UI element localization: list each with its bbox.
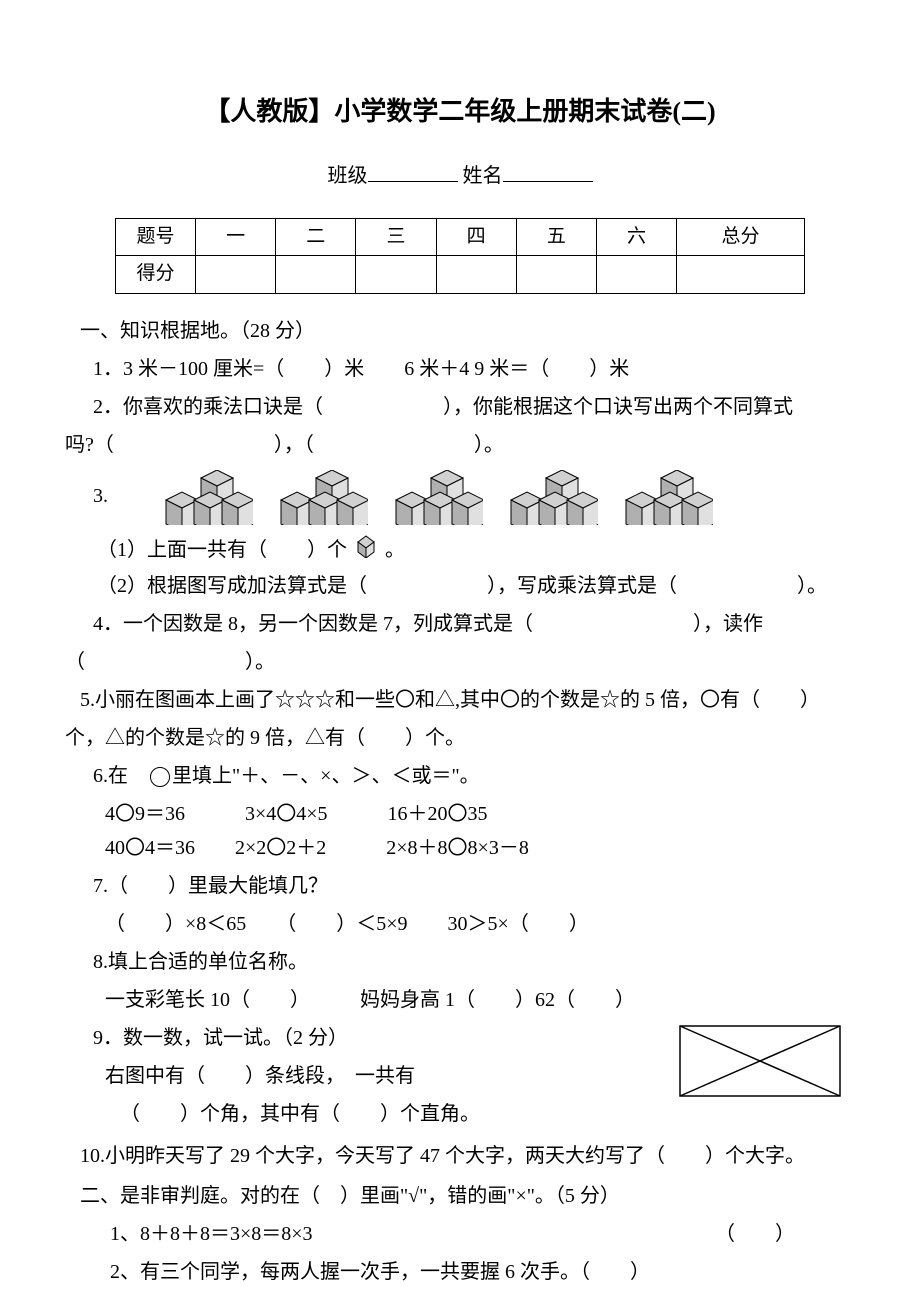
cubes-icon [388,470,483,525]
question-9: 9．数一数，试一试。（2 分） 右图中有（ ）条线段， 一共有 （ ）个角，其中… [65,1017,845,1135]
judge-paren: （ ） [715,1217,765,1251]
name-label: 姓名 [463,165,503,187]
question-5b: 个，△的个数是☆的 9 倍，△有（ ）个。 [65,721,845,755]
q9-shape [675,1021,845,1135]
question-3: 3. [93,466,845,529]
page-title: 【人教版】小学数学二年级上册期末试卷(二) [75,90,845,134]
circle-icon [150,767,170,787]
q9-header: 9．数一数，试一试。（2 分） [93,1021,615,1055]
table-row: 题号 一 二 三 四 五 六 总分 [116,219,805,256]
judge-q1: 1、8＋8＋8＝3×8＝8×3 （ ） [110,1217,845,1251]
question-4b: （ ）。 [65,645,845,679]
rectangle-x-icon [675,1021,845,1101]
q9-line2: （ ）个角，其中有（ ）个直角。 [120,1097,615,1131]
score-cell [596,256,676,293]
q7-line: （ ）×8＜65 （ ）＜5×9 30＞5×（ ） [105,907,845,941]
col-header: 六 [596,219,676,256]
question-4a: 4．一个因数是 8，另一个因数是 7，列成算式是（ ），读作 [93,607,845,641]
question-8: 8.填上合适的单位名称。 [93,945,845,979]
question-2a: 2．你喜欢的乘法口诀是（ ），你能根据这个口诀写出两个不同算式 [93,390,845,424]
class-blank [368,162,458,182]
section-1: 一、知识根据地。（28 分） 1．3 米－100 厘米=（ ）米 6 米＋4 9… [65,314,845,1173]
question-6: 6.在 里填上"＋、－、×、＞、＜或＝"。 [93,759,845,793]
col-header: 四 [436,219,516,256]
name-blank [503,162,593,182]
section-header: 一、知识根据地。（28 分） [80,314,845,348]
class-label: 班级 [328,165,368,187]
section-2: 二、是非审判庭。对的在（ ）里画"√"，错的画"×"。（5 分） 1、8＋8＋8… [65,1179,845,1289]
row-label: 题号 [116,219,196,256]
cube-group [158,470,253,525]
question-3-2: （2）根据图写成加法算式是（ ），写成乘法算式是（ ）。 [97,569,845,603]
col-header: 一 [196,219,276,256]
cube-group [273,470,368,525]
question-7: 7.（ ）里最大能填几？ [93,869,845,903]
question-1: 1．3 米－100 厘米=（ ）米 6 米＋4 9 米＝（ ）米 [93,352,845,386]
score-cell [276,256,356,293]
q9-line1: 右图中有（ ）条线段， 一共有 [105,1059,615,1093]
cube-group [503,470,598,525]
table-row: 得分 [116,256,805,293]
question-3-1: （1）上面一共有（ ）个 。 [97,533,845,569]
q8-line: 一支彩笔长 10（ ） 妈妈身高 1（ ）62（ ） [105,983,845,1017]
row-label: 得分 [116,256,196,293]
question-10: 10.小明昨天写了 29 个大字，今天写了 47 个大字，两天大约写了（ ）个大… [80,1139,845,1173]
col-header: 二 [276,219,356,256]
small-cube-icon [354,534,378,569]
cube-group [618,470,713,525]
score-cell [196,256,276,293]
cube-group [388,470,483,525]
q6-line1: 4〇9＝36 3×4〇4×5 16＋20〇35 [105,797,845,831]
question-5a: 5.小丽在图画本上画了☆☆☆和一些〇和△,其中〇的个数是☆的 5 倍，〇有（ ） [80,683,845,717]
score-cell [436,256,516,293]
judge-q2: 2、有三个同学，每两人握一次手，一共要握 6 次手。（ ） [110,1255,845,1289]
cubes-icon [618,470,713,525]
score-cell [356,256,436,293]
col-header: 五 [516,219,596,256]
cube-row [158,470,713,525]
info-line: 班级 姓名 [75,159,845,193]
col-header: 总分 [677,219,805,256]
q6-line2: 40〇4＝36 2×2〇2＋2 2×8＋8〇8×3－8 [105,831,845,865]
score-cell [677,256,805,293]
section-header: 二、是非审判庭。对的在（ ）里画"√"，错的画"×"。（5 分） [80,1179,845,1213]
col-header: 三 [356,219,436,256]
cubes-icon [158,470,253,525]
cubes-icon [503,470,598,525]
score-cell [516,256,596,293]
score-table: 题号 一 二 三 四 五 六 总分 得分 [115,218,805,294]
q3-label: 3. [93,485,108,507]
cubes-icon [273,470,368,525]
question-2b: 吗?（ ），（ ）。 [65,428,845,462]
